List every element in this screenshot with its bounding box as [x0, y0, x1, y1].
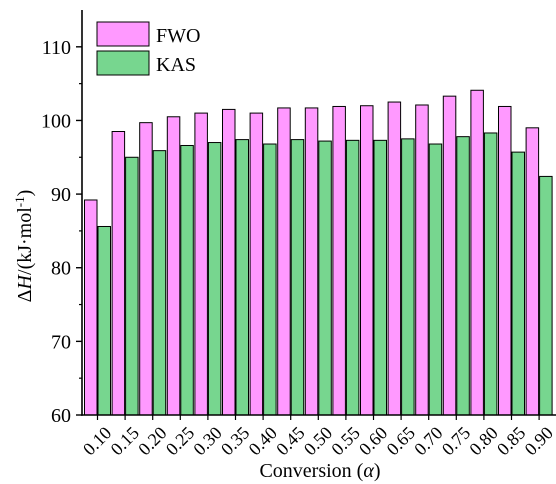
bar-fwo-0.45	[277, 107, 291, 416]
plot-area: 60 70 80 90 100 110 0.100.150.200.250.300.350…	[41, 10, 556, 459]
bar-kas-0.25	[180, 144, 194, 416]
bar-fwo-0.90	[525, 127, 540, 416]
bar-fwo-0.80	[470, 89, 484, 416]
y-label-delta: Δ	[14, 289, 36, 302]
y-label-close: )	[14, 190, 36, 197]
bar-kas-0.80	[483, 132, 498, 416]
bar-fwo-0.65	[387, 101, 402, 416]
legend-label-fwo: FWO	[156, 25, 200, 47]
y-axis-ticks: 60 70 80 90 100 110	[41, 37, 82, 427]
x-label-var: α	[363, 460, 374, 482]
x-label-close: )	[374, 460, 381, 482]
x-axis-ticks: 0.100.150.200.250.300.350.400.450.500.55…	[79, 415, 556, 459]
y-tick-label-90: 90	[51, 184, 71, 206]
bar-fwo-0.50	[304, 107, 319, 416]
bar-fwo-0.40	[249, 112, 264, 416]
bar-kas-0.15	[125, 156, 139, 416]
bar-kas-0.70	[428, 143, 443, 416]
legend: FWO KAS	[96, 21, 200, 76]
bar-kas-0.10	[97, 225, 111, 416]
bar-fwo-0.70	[415, 104, 429, 416]
y-tick-label-80: 80	[51, 258, 71, 280]
y-tick-label-60: 60	[51, 405, 71, 427]
bar-fwo-0.25	[166, 116, 181, 416]
x-tick-label-0.90: 0.90	[521, 423, 556, 459]
bar-fwo-0.35	[222, 108, 236, 416]
x-axis-label: Conversion (α)	[259, 460, 380, 482]
bar-fwo-0.75	[442, 95, 457, 416]
y-tick-label-100: 100	[41, 110, 71, 132]
bar-kas-0.40	[263, 143, 277, 416]
bar-kas-0.75	[456, 136, 470, 416]
bar-kas-0.55	[345, 139, 360, 416]
bar-kas-0.60	[373, 139, 387, 416]
legend-swatch-kas	[96, 50, 150, 76]
y-label-var: H	[14, 273, 36, 290]
bar-fwo-0.10	[84, 199, 98, 416]
bar-kas-0.90	[539, 175, 553, 416]
bar-fwo-0.60	[360, 105, 374, 416]
bar-kas-0.50	[318, 140, 332, 416]
x-label-text: Conversion (	[259, 460, 363, 482]
bar-kas-0.30	[207, 142, 222, 416]
legend-label-kas: KAS	[156, 54, 196, 76]
y-label-units: /(kJ·mol	[14, 207, 36, 275]
bar-kas-0.35	[235, 139, 249, 416]
legend-swatch-fwo	[96, 21, 150, 47]
bar-fwo-0.55	[332, 105, 346, 416]
y-label-sup: -1	[12, 196, 27, 207]
bar-fwo-0.20	[139, 122, 153, 416]
bars-layer	[84, 89, 553, 416]
bar-kas-0.45	[290, 139, 305, 416]
bar-fwo-0.30	[194, 112, 208, 416]
y-tick-label-110: 110	[42, 37, 71, 59]
y-tick-label-70: 70	[51, 331, 71, 353]
bar-kas-0.85	[511, 151, 525, 416]
y-axis-label: ΔH/(kJ·mol-1)	[12, 190, 37, 303]
bar-fwo-0.85	[498, 105, 512, 416]
bar-kas-0.20	[152, 150, 167, 416]
bar-kas-0.65	[401, 138, 415, 416]
bar-fwo-0.15	[111, 131, 126, 416]
